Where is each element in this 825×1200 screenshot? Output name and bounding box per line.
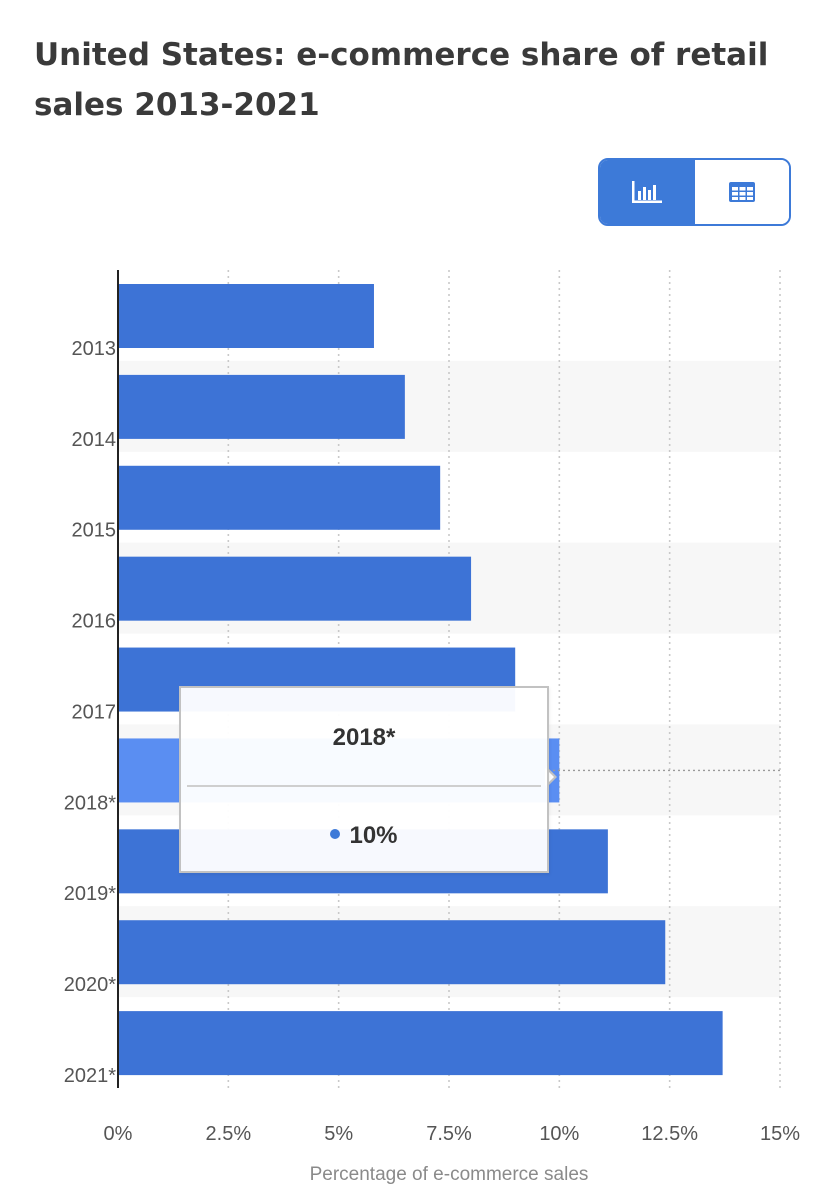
x-tick-label: 0% [104, 1123, 133, 1145]
table-view-button[interactable] [694, 160, 789, 224]
y-tick-label: 2016 [72, 611, 117, 633]
y-tick-label: 2017 [72, 701, 117, 723]
bar-2014[interactable] [118, 374, 405, 439]
x-axis-title: Percentage of e-commerce sales [310, 1164, 589, 1185]
bar-2020[interactable] [118, 920, 666, 985]
bar-2016[interactable] [118, 556, 472, 621]
chart-title: United States: e-commerce share of retai… [34, 37, 769, 123]
y-tick-label: 2015 [72, 520, 117, 542]
bar-2021[interactable] [118, 1011, 723, 1076]
bar-chart-icon [632, 181, 663, 203]
y-tick-label: 2019* [64, 883, 116, 905]
x-tick-label: 5% [324, 1123, 353, 1145]
chart-view-button[interactable] [600, 160, 695, 224]
bar-2015[interactable] [118, 465, 441, 530]
y-tick-label: 2020* [64, 974, 116, 996]
view-toggle [598, 158, 791, 226]
x-tick-label: 2.5% [206, 1123, 252, 1145]
tooltip-title: 2018* [332, 724, 396, 751]
table-icon [728, 182, 755, 202]
tooltip-divider [187, 785, 541, 787]
x-tick-label: 12.5% [641, 1123, 698, 1145]
y-tick-label: 2021* [64, 1065, 116, 1087]
y-tick-label: 2013 [72, 338, 117, 360]
x-tick-label: 7.5% [426, 1123, 472, 1145]
tooltip-value-row: 10% [181, 822, 547, 850]
tooltip-pointer-fill [545, 768, 554, 786]
tooltip: 2018* 10% [179, 686, 549, 873]
tooltip-value: 10% [349, 822, 398, 849]
x-tick-label: 10% [539, 1123, 579, 1145]
series-marker-icon [330, 828, 341, 839]
y-tick-label: 2014 [72, 429, 117, 451]
y-tick-label: 2018* [64, 792, 116, 814]
x-tick-label: 15% [760, 1123, 800, 1145]
bar-2013[interactable] [118, 284, 374, 348]
